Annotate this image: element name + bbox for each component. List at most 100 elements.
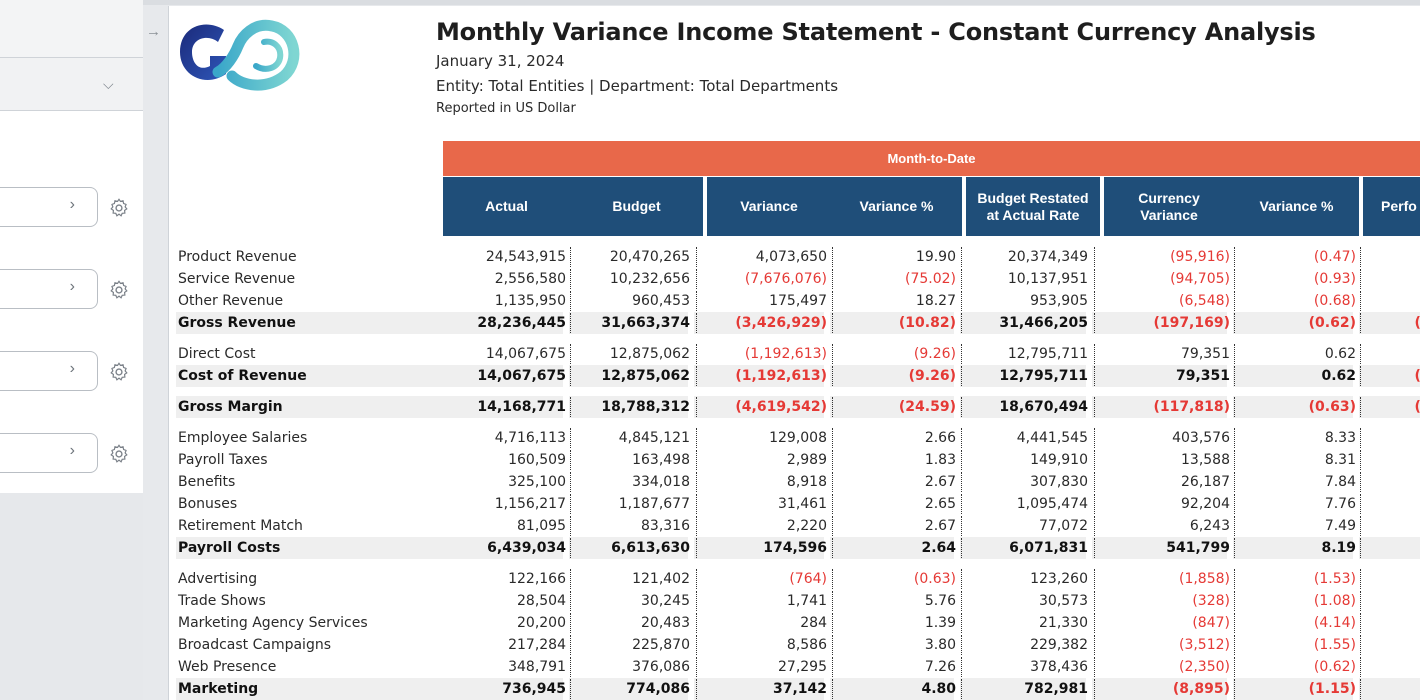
value-cell[interactable]: 782,981: [1024, 681, 1088, 697]
arrow-right-icon[interactable]: →: [146, 23, 161, 40]
value-cell[interactable]: 27,295: [778, 659, 827, 675]
value-cell[interactable]: 123,260: [1030, 571, 1088, 587]
value-cell[interactable]: 307,830: [1030, 474, 1088, 490]
value-cell[interactable]: (9.26): [913, 346, 956, 362]
value-cell[interactable]: (0.63): [1308, 399, 1356, 415]
value-cell[interactable]: 1,187,677: [618, 496, 690, 512]
value-cell[interactable]: (1.55): [1313, 637, 1356, 653]
row-label[interactable]: Bonuses: [178, 496, 238, 512]
value-cell[interactable]: 4,073,650: [755, 249, 827, 265]
value-cell[interactable]: 174,596: [763, 540, 827, 556]
value-cell[interactable]: (3,512): [1178, 637, 1230, 653]
parameter-select-2[interactable]: ›: [0, 269, 98, 309]
value-cell[interactable]: 284: [800, 615, 827, 631]
value-cell[interactable]: 8,918: [786, 474, 827, 490]
value-cell[interactable]: (0.63): [913, 571, 956, 587]
parameter-select-1[interactable]: ›: [0, 187, 98, 227]
value-cell[interactable]: 12,795,711: [999, 368, 1088, 384]
chevron-down-icon[interactable]: ⌵: [103, 76, 114, 92]
value-cell[interactable]: 1,156,217: [494, 496, 566, 512]
value-cell[interactable]: 2.67: [924, 518, 956, 534]
column-header-variance-pct-2[interactable]: Variance %: [1234, 177, 1359, 236]
value-cell[interactable]: 26,187: [1181, 474, 1230, 490]
value-cell[interactable]: (4,619,542): [735, 399, 827, 415]
value-cell[interactable]: 30,245: [641, 593, 690, 609]
value-cell[interactable]: 31,461: [778, 496, 827, 512]
value-cell[interactable]: (0.68): [1313, 293, 1356, 309]
value-cell[interactable]: 225,870: [632, 637, 690, 653]
value-cell[interactable]: 24,543,915: [485, 249, 566, 265]
value-cell[interactable]: 8,586: [786, 637, 827, 653]
value-cell[interactable]: 8.19: [1321, 540, 1356, 556]
value-cell[interactable]: (1.08): [1313, 593, 1356, 609]
value-cell[interactable]: 2,556,580: [494, 271, 566, 287]
value-cell[interactable]: 6,071,831: [1009, 540, 1088, 556]
value-cell[interactable]: (9.26): [908, 368, 956, 384]
value-cell[interactable]: (3,426,929): [735, 315, 827, 331]
value-cell[interactable]: (0.62): [1313, 659, 1356, 675]
value-cell[interactable]: 960,453: [632, 293, 690, 309]
gear-icon[interactable]: [108, 197, 130, 219]
row-label[interactable]: Web Presence: [178, 659, 277, 675]
value-cell[interactable]: 4,716,113: [494, 430, 566, 446]
value-cell[interactable]: 28,504: [517, 593, 566, 609]
value-cell[interactable]: (94,705): [1170, 271, 1230, 287]
value-cell[interactable]: 4,441,545: [1016, 430, 1088, 446]
value-cell[interactable]: 2.64: [921, 540, 956, 556]
value-cell[interactable]: 8.31: [1324, 452, 1356, 468]
value-cell[interactable]: (1,858): [1178, 571, 1230, 587]
value-cell[interactable]: 6,243: [1189, 518, 1230, 534]
value-cell[interactable]: (1.15): [1308, 681, 1356, 697]
value-cell[interactable]: 163,498: [632, 452, 690, 468]
value-cell[interactable]: 0.62: [1324, 346, 1356, 362]
value-cell[interactable]: 1,095,474: [1016, 496, 1088, 512]
value-cell[interactable]: (8,895): [1172, 681, 1230, 697]
value-cell[interactable]: 14,168,771: [477, 399, 566, 415]
value-cell[interactable]: 1.39: [924, 615, 956, 631]
value-cell[interactable]: (1,192,613): [735, 368, 827, 384]
value-cell[interactable]: 5.76: [924, 593, 956, 609]
value-cell[interactable]: (1,192,613): [744, 346, 827, 362]
value-cell[interactable]: (0.47): [1313, 249, 1356, 265]
row-label[interactable]: Direct Cost: [178, 346, 256, 362]
row-label[interactable]: Gross Margin: [178, 399, 283, 415]
value-cell[interactable]: 77,072: [1039, 518, 1088, 534]
row-label[interactable]: Gross Revenue: [178, 315, 296, 331]
value-cell[interactable]: 6,439,034: [487, 540, 566, 556]
value-cell[interactable]: (6,548): [1178, 293, 1230, 309]
value-cell[interactable]: 2,989: [786, 452, 827, 468]
parameter-select-3[interactable]: ›: [0, 351, 98, 391]
value-cell[interactable]: 14,067,675: [485, 346, 566, 362]
value-cell[interactable]: 21,330: [1039, 615, 1088, 631]
value-cell[interactable]: 79,351: [1181, 346, 1230, 362]
value-cell[interactable]: (1,: [1415, 368, 1420, 384]
value-cell[interactable]: 7.26: [924, 659, 956, 675]
value-cell[interactable]: 376,086: [632, 659, 690, 675]
value-cell[interactable]: 348,791: [508, 659, 566, 675]
value-cell[interactable]: 160,509: [508, 452, 566, 468]
row-label[interactable]: Service Revenue: [178, 271, 296, 287]
value-cell[interactable]: 0.62: [1321, 368, 1356, 384]
value-cell[interactable]: 774,086: [626, 681, 690, 697]
value-cell[interactable]: (0.62): [1308, 315, 1356, 331]
value-cell[interactable]: (4.14): [1313, 615, 1356, 631]
value-cell[interactable]: 20,374,349: [1007, 249, 1088, 265]
value-cell[interactable]: 2.66: [924, 430, 956, 446]
row-label[interactable]: Marketing Agency Services: [178, 615, 368, 631]
value-cell[interactable]: 334,018: [632, 474, 690, 490]
value-cell[interactable]: 12,795,711: [1007, 346, 1088, 362]
value-cell[interactable]: (847): [1192, 615, 1230, 631]
value-cell[interactable]: (10.82): [898, 315, 956, 331]
value-cell[interactable]: (764): [789, 571, 827, 587]
value-cell[interactable]: 122,166: [508, 571, 566, 587]
value-cell[interactable]: 378,436: [1030, 659, 1088, 675]
row-label[interactable]: Trade Shows: [178, 593, 266, 609]
row-label[interactable]: Product Revenue: [178, 249, 297, 265]
value-cell[interactable]: 6,613,630: [611, 540, 690, 556]
value-cell[interactable]: 7.84: [1324, 474, 1356, 490]
value-cell[interactable]: 28,236,445: [477, 315, 566, 331]
value-cell[interactable]: 10,137,951: [1007, 271, 1088, 287]
value-cell[interactable]: (197,169): [1153, 315, 1230, 331]
value-cell[interactable]: 2.65: [924, 496, 956, 512]
value-cell[interactable]: 403,576: [1172, 430, 1230, 446]
